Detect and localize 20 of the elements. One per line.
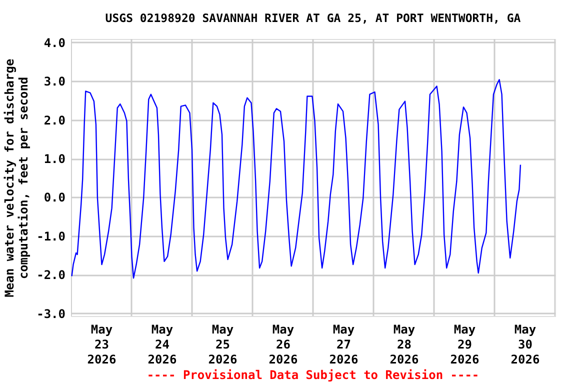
y-tick-label: 0.0 xyxy=(44,190,66,205)
y-tick-label: 2.0 xyxy=(44,113,66,128)
x-tick-label: May 28 2026 xyxy=(390,322,419,366)
x-tick-label: May 24 2026 xyxy=(148,322,177,366)
y-tick-label: -2.0 xyxy=(36,268,66,282)
chart-title: USGS 02198920 SAVANNAH RIVER AT GA 25, AT PORT WENTWORTH, GA xyxy=(105,11,521,25)
y-tick-label: 3.0 xyxy=(44,74,66,89)
y-axis-title: Mean water velocity for discharge computation, feet per second xyxy=(2,58,31,298)
x-tick-label: May 27 2026 xyxy=(329,322,358,366)
y-tick-label: 1.0 xyxy=(44,152,66,166)
line-series xyxy=(71,79,522,279)
x-tick-label: May 26 2026 xyxy=(268,322,298,366)
x-tick-label: May 29 2026 xyxy=(450,322,480,366)
x-tick-label: May 23 2026 xyxy=(87,322,116,366)
x-tick-label: May 25 2026 xyxy=(208,322,238,366)
y-tick-label: 4.0 xyxy=(44,36,66,50)
y-tick-label: -1.0 xyxy=(36,229,66,244)
x-tick-label: May 30 2026 xyxy=(510,322,540,366)
y-tick-label: -3.0 xyxy=(36,306,66,321)
text: ---- Provisional Data Subject to Revision ---- xyxy=(146,368,480,382)
